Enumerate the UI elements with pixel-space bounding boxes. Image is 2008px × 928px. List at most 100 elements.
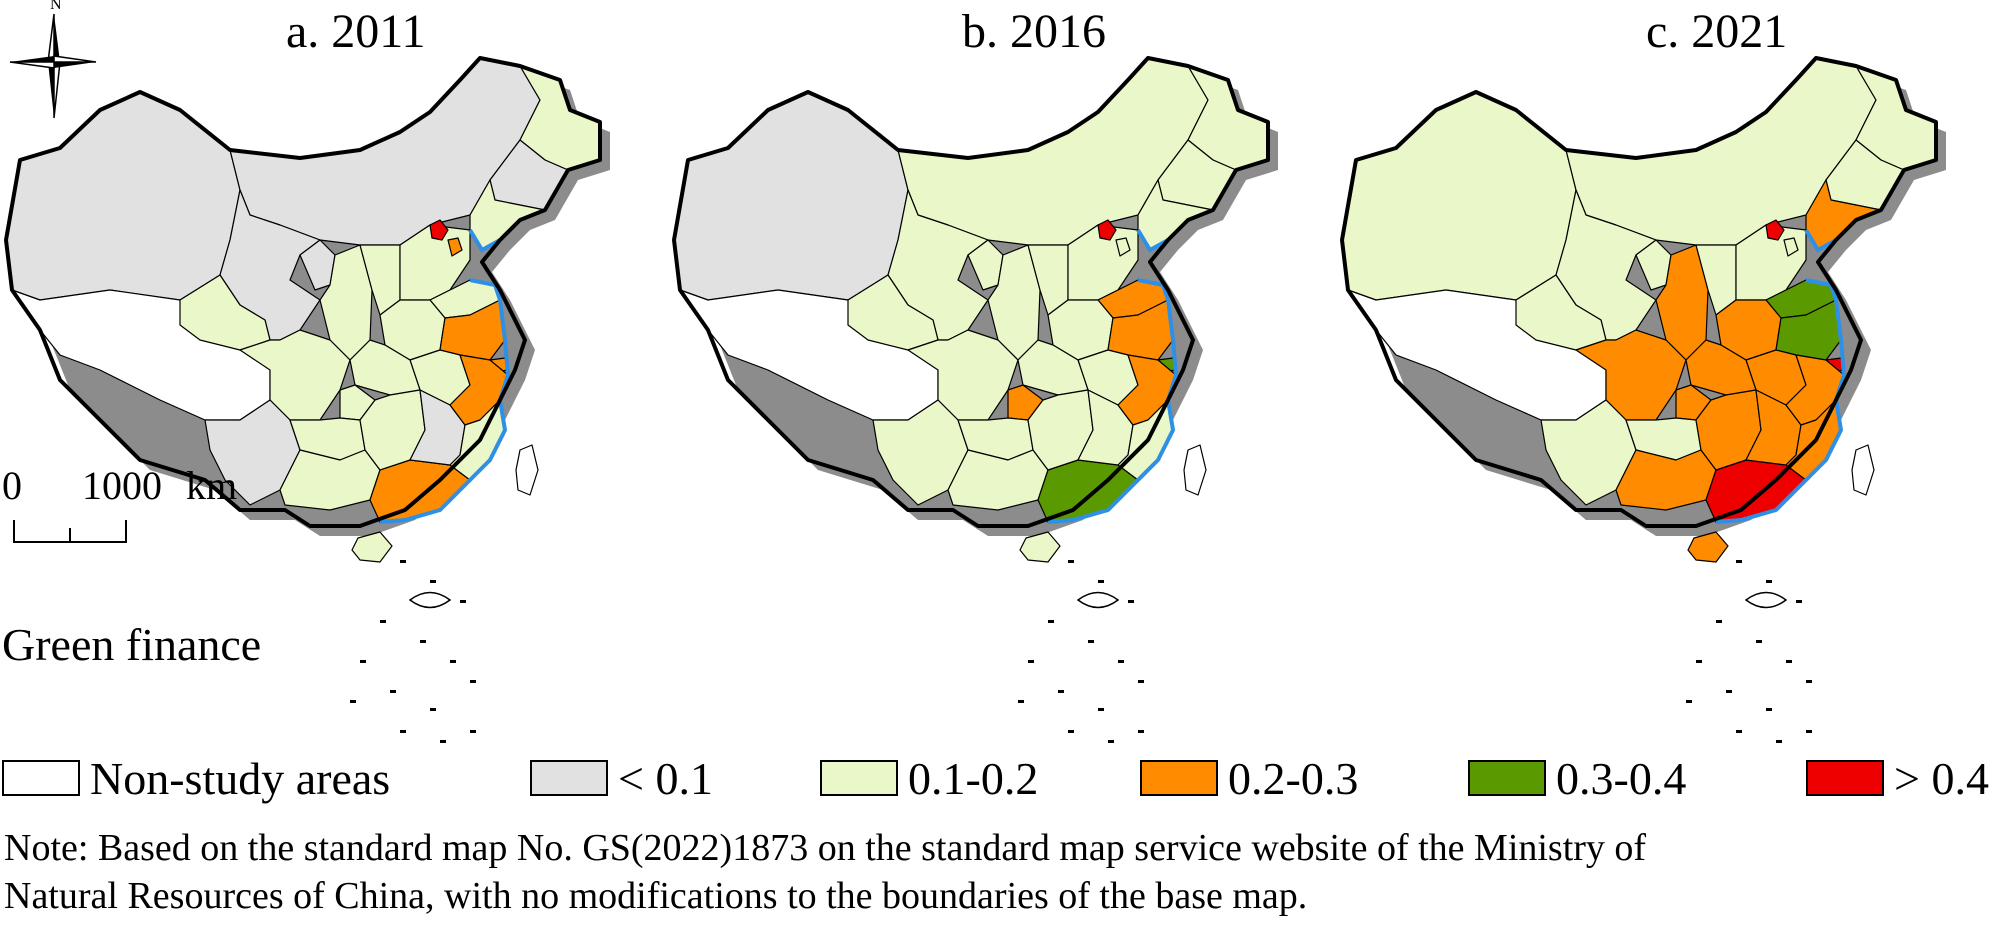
legend-item-0-3-0-4: 0.3-0.4 [1468, 748, 1686, 808]
island-mark [350, 700, 356, 703]
island-mark [1776, 740, 1782, 743]
scale-line [13, 520, 127, 543]
island-mark [1736, 730, 1742, 733]
province-xinjiang: 0.1-0.2 [1341, 91, 1577, 301]
island-mark [1736, 560, 1742, 563]
province-beijing: > 0.4 [1765, 219, 1785, 241]
island-mark [1766, 708, 1772, 711]
china-map-2021: 0.1-0.2Non-study areas0.1-0.20.1-0.20.1-… [1340, 56, 1946, 743]
province-hainan: 0.2-0.3 [1687, 531, 1729, 563]
province-beijing: > 0.4 [1097, 219, 1117, 241]
map-panel-2016: < 0.1Non-study areas0.1-0.20.1-0.20.1-0.… [668, 0, 1338, 760]
island-mark [1108, 740, 1114, 743]
north-label: N [50, 0, 62, 13]
province-hubei: 0.1-0.2 [349, 339, 421, 396]
island-mark [1766, 580, 1772, 583]
island-mark [1138, 730, 1144, 733]
island-outline [1744, 591, 1788, 609]
note-line-2: Natural Resources of China, with no modi… [4, 875, 1308, 917]
island-outline [408, 591, 452, 609]
island-mark [440, 740, 446, 743]
island-mark [430, 708, 436, 711]
island-mark [1686, 700, 1692, 703]
island-outline [1076, 591, 1120, 609]
island-mark [450, 660, 456, 663]
legend-swatch [530, 760, 608, 796]
island-mark [1696, 660, 1702, 663]
legend-item-non-study: Non-study areas [2, 748, 390, 808]
island-mark [1756, 640, 1762, 643]
panel-title: c. 2021 [1646, 5, 1788, 58]
island-mark [430, 580, 436, 583]
map-panel-2011: < 0.1Non-study areas< 0.10.1-0.2< 0.10.1… [0, 0, 670, 760]
island-mark [1786, 660, 1792, 663]
island-mark [1138, 680, 1144, 683]
legend-item-lt-0-1: < 0.1 [530, 748, 713, 808]
province-sichuan: 0.2-0.3 [1575, 329, 1687, 421]
island-mark [1806, 730, 1812, 733]
island-mark [1088, 640, 1094, 643]
province-hainan: 0.1-0.2 [1019, 531, 1061, 563]
south-china-sea-islands [1018, 560, 1144, 743]
island-mark [400, 560, 406, 563]
map-panel-2021: 0.1-0.2Non-study areas0.1-0.20.1-0.20.1-… [1336, 0, 2006, 760]
panel-title: b. 2016 [962, 5, 1106, 58]
legend-item-0-1-0-2: 0.1-0.2 [820, 748, 1038, 808]
island-mark [390, 690, 396, 693]
province-tianjin: 0.1-0.2 [1783, 237, 1799, 257]
national-border [4, 56, 602, 528]
island-mark [1018, 700, 1024, 703]
coastline [379, 228, 511, 524]
province-guangxi: 0.1-0.2 [279, 449, 381, 511]
island-mark [1128, 600, 1134, 603]
china-map-2011: < 0.1Non-study areas< 0.10.1-0.2< 0.10.1… [4, 56, 610, 743]
island-mark [1068, 730, 1074, 733]
island-mark [1048, 620, 1054, 623]
island-mark [380, 620, 386, 623]
island-mark [1716, 620, 1722, 623]
province-hubei: 0.2-0.3 [1685, 339, 1757, 396]
panel-title: a. 2011 [286, 5, 426, 58]
legend-swatch [1468, 760, 1546, 796]
legend-label: 0.3-0.4 [1556, 752, 1687, 804]
national-border [672, 56, 1270, 528]
legend-label: 0.2-0.3 [1228, 752, 1359, 804]
island-mark [470, 680, 476, 683]
south-china-sea-islands [350, 560, 476, 743]
island-mark [1726, 690, 1732, 693]
scale-bar: 0 1000 km [0, 462, 260, 552]
province-tianjin: 0.1-0.2 [1115, 237, 1131, 257]
island-mark [1098, 580, 1104, 583]
scale-length-label: 1000 [82, 463, 162, 508]
south-china-sea-islands [1686, 560, 1812, 743]
island-mark [1058, 690, 1064, 693]
province-sichuan: 0.1-0.2 [239, 329, 351, 421]
island-mark [400, 730, 406, 733]
island-mark [360, 660, 366, 663]
legend-swatch [1140, 760, 1218, 796]
note-line-1: Note: Based on the standard map No. GS(2… [4, 827, 1647, 869]
island-mark [1068, 560, 1074, 563]
province-sichuan: 0.1-0.2 [907, 329, 1019, 421]
legend-swatch [820, 760, 898, 796]
legend-swatch [2, 760, 80, 796]
coastline [1715, 228, 1847, 524]
island-mark [1806, 680, 1812, 683]
north-arrow: N [8, 0, 98, 129]
coastline [1047, 228, 1179, 524]
legend-label: 0.1-0.2 [908, 752, 1039, 804]
legend: Non-study areas < 0.1 0.1-0.2 0.2-0.3 0.… [0, 748, 2008, 808]
figure-note: Note: Based on the standard map No. GS(2… [4, 824, 2004, 920]
legend-item-0-2-0-3: 0.2-0.3 [1140, 748, 1358, 808]
national-border [1340, 56, 1938, 528]
island-mark [1028, 660, 1034, 663]
province-hainan: 0.1-0.2 [351, 531, 393, 563]
island-mark [470, 730, 476, 733]
compass-rose-icon [9, 13, 97, 119]
island-mark [460, 600, 466, 603]
province-tianjin: 0.2-0.3 [447, 237, 463, 257]
province-guangxi: 0.2-0.3 [1615, 449, 1717, 511]
legend-label: Non-study areas [90, 752, 391, 804]
legend-label: > 0.4 [1894, 752, 1989, 804]
legend-item-gt-0-4: > 0.4 [1806, 748, 1989, 808]
